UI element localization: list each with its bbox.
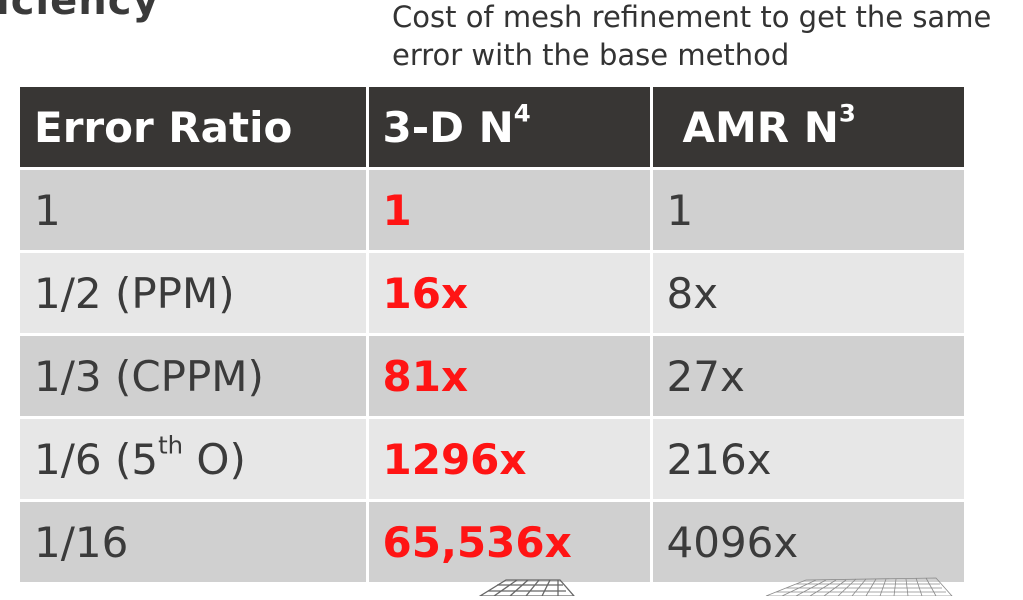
- slide-title-fragment: iciency: [0, 0, 160, 24]
- n4-cost-cell: 81x: [367, 334, 653, 419]
- header-amr-n3: AMR N3: [651, 87, 967, 170]
- refinement-cost-table: Error Ratio 3-D N4 AMR N3 1 1 1 1/2 (PPM…: [20, 87, 967, 585]
- table-header-row: Error Ratio 3-D N4 AMR N3: [20, 87, 967, 170]
- table-caption: Cost of mesh refinement to get the same …: [392, 0, 992, 72]
- header-error-ratio: Error Ratio: [20, 87, 369, 170]
- table-row: 1/3 (CPPM) 81x 27x: [20, 334, 967, 419]
- error-ratio-cell: 1/3 (CPPM): [20, 334, 369, 419]
- table-row: 1/2 (PPM) 16x 8x: [20, 251, 967, 336]
- error-ratio-cell: 1/6 (5th O): [20, 417, 369, 502]
- n4-cost-cell: 16x: [367, 251, 653, 336]
- table-row: 1/6 (5th O) 1296x 216x: [20, 417, 967, 502]
- refined-mesh-image: [756, 574, 956, 600]
- table-row: 1 1 1: [20, 168, 967, 253]
- n4-cost-cell: 65,536x: [367, 500, 653, 585]
- table-row: 1/16 65,536x 4096x: [20, 500, 967, 585]
- n3-cost-cell: 216x: [651, 417, 967, 502]
- n4-cost-cell: 1: [367, 168, 653, 253]
- n4-cost-cell: 1296x: [367, 417, 653, 502]
- header-3d-n4: 3-D N4: [367, 87, 653, 170]
- error-ratio-cell: 1/2 (PPM): [20, 251, 369, 336]
- error-ratio-cell: 1: [20, 168, 369, 253]
- error-ratio-cell: 1/16: [20, 500, 369, 585]
- n3-cost-cell: 27x: [651, 334, 967, 419]
- coarse-mesh-image: [462, 574, 582, 600]
- n3-cost-cell: 8x: [651, 251, 967, 336]
- n3-cost-cell: 1: [651, 168, 967, 253]
- n3-cost-cell: 4096x: [651, 500, 967, 585]
